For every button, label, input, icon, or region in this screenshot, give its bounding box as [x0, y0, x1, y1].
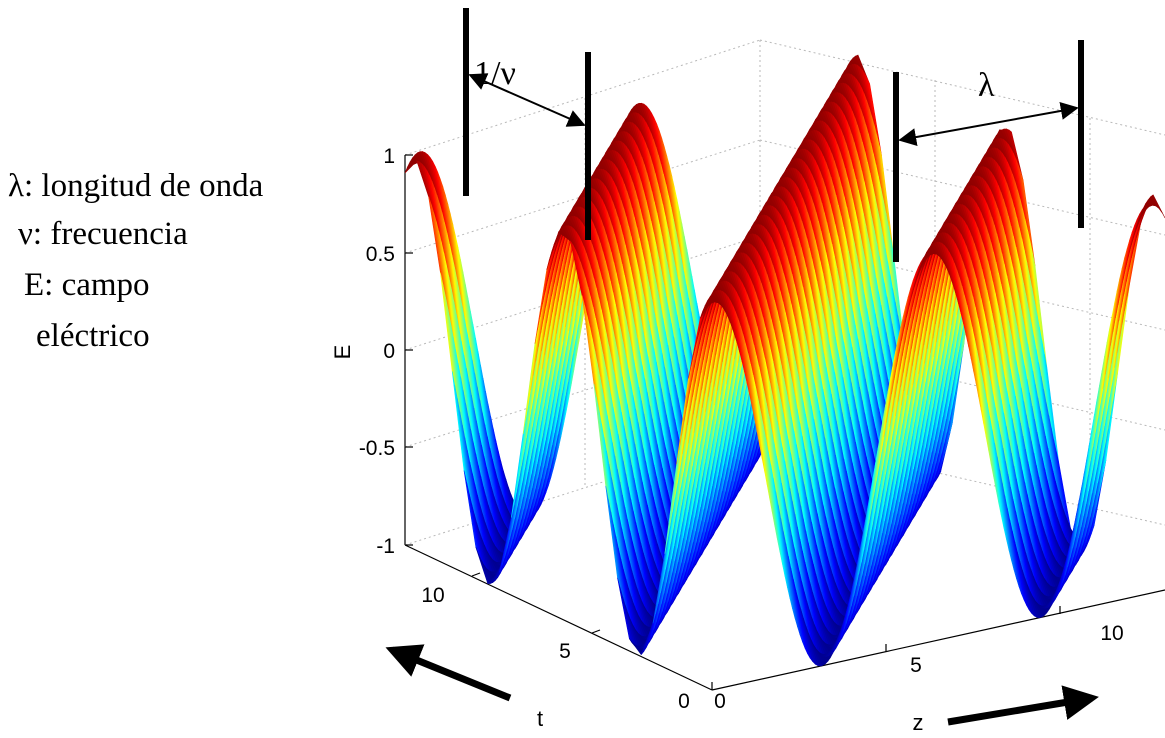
t-tick-label: 10 — [421, 584, 444, 607]
period-label: 1/ν — [474, 55, 516, 92]
z-axis-label: z — [913, 710, 924, 735]
e-tick-label: -1 — [376, 535, 395, 558]
e-tick-label: 0.5 — [366, 243, 395, 266]
t-axis-label: t — [537, 706, 543, 731]
tick-marks — [405, 154, 1061, 690]
t-tick-label: 5 — [559, 640, 571, 663]
z-direction-arrow — [947, 685, 1099, 726]
e-axis-label: E — [330, 345, 355, 360]
wave-surface — [404, 54, 1165, 667]
legend-lambda-text: λ: longitud de onda — [8, 168, 264, 204]
surface-patch — [1150, 194, 1165, 219]
legend-e-text-2: eléctrico — [36, 318, 150, 354]
wavelength-dimension-arrow — [898, 102, 1079, 146]
t-direction-arrow — [385, 644, 512, 702]
e-tick-label: -0.5 — [359, 437, 395, 460]
legend-e-text: E: campo — [24, 267, 150, 303]
e-tick-label: 1 — [383, 145, 395, 168]
z-tick-label: 10 — [1100, 622, 1123, 645]
t-tick-label: 0 — [678, 690, 690, 713]
z-tick-label: 5 — [910, 654, 922, 677]
e-tick-label: 0 — [383, 340, 395, 363]
z-tick-label: 0 — [714, 690, 726, 713]
wavelength-label: λ — [978, 67, 995, 104]
legend-nu-text: ν: frecuencia — [18, 216, 188, 252]
